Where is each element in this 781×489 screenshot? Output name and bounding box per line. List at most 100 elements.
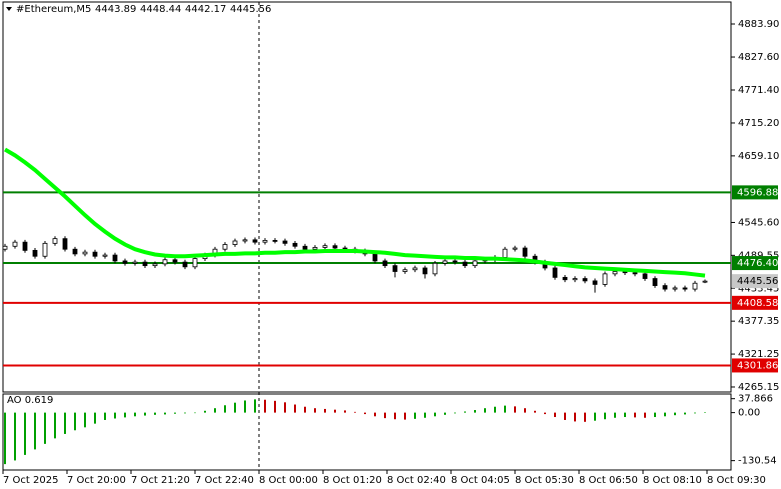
ao-bar <box>64 412 66 434</box>
y-tick-label: 4321.25 <box>738 349 779 360</box>
ao-bar <box>464 411 466 413</box>
level-tag <box>732 295 778 310</box>
ao-bar <box>344 410 346 413</box>
candle-body <box>392 265 398 272</box>
ao-bar <box>4 412 6 465</box>
x-tick-label: 7 Oct 2025 <box>3 475 58 486</box>
candle-body <box>192 258 198 268</box>
candle-body <box>132 261 138 264</box>
candle-body <box>142 261 148 267</box>
ao-bar <box>324 408 326 413</box>
candle-body <box>702 280 708 283</box>
ao-bar <box>304 406 306 413</box>
ao-bar <box>264 399 266 413</box>
candle-body <box>572 278 578 281</box>
candle-body <box>652 278 658 286</box>
ohlc-value: 4448.44 <box>140 4 181 15</box>
ao-bar <box>24 412 26 455</box>
ao-bar <box>124 412 126 418</box>
ao-bar <box>294 404 296 413</box>
ao-bar <box>614 412 616 418</box>
ao-bar <box>244 400 246 413</box>
x-tick-label: 8 Oct 06:50 <box>579 475 638 486</box>
ao-tick-label: 37.866 <box>738 394 773 405</box>
x-tick-label: 8 Oct 08:10 <box>643 475 702 486</box>
ao-panel <box>2 393 732 471</box>
ao-bar <box>164 412 166 415</box>
ao-bar <box>154 412 156 415</box>
x-tick-label: 7 Oct 21:20 <box>131 475 190 486</box>
ao-bar <box>504 405 506 413</box>
ao-bar <box>314 408 316 413</box>
candle-body <box>82 251 88 255</box>
ao-bar <box>284 402 286 413</box>
ao-bar <box>594 412 596 421</box>
candle-body <box>402 269 408 272</box>
x-tick-label: 8 Oct 00:00 <box>259 475 318 486</box>
candle-body <box>102 254 108 257</box>
ao-bar <box>394 412 396 420</box>
candle-body <box>2 245 8 250</box>
candle-body <box>382 260 388 267</box>
ao-bar <box>564 412 566 420</box>
ao-bar <box>254 399 256 413</box>
ao-bar <box>584 412 586 422</box>
ao-bar <box>684 412 686 415</box>
ao-bar <box>424 412 426 418</box>
candle-body <box>612 271 618 275</box>
ao-title: AO 0.619 <box>7 395 53 406</box>
candle-body <box>412 267 418 271</box>
candle-body <box>322 245 328 248</box>
ao-bar <box>644 412 646 418</box>
candle-body <box>162 259 168 265</box>
candle-body <box>442 260 448 264</box>
ao-bar <box>234 402 236 413</box>
candle-body <box>72 248 78 255</box>
ao-bar <box>474 410 476 413</box>
candle-body <box>112 254 118 262</box>
y-tick-label: 4715.20 <box>738 118 779 129</box>
y-tick-label: 4827.60 <box>738 52 779 63</box>
ao-bar <box>34 412 36 450</box>
ao-bar <box>574 412 576 422</box>
ao-bar <box>604 412 606 420</box>
ao-bar <box>444 412 446 415</box>
ao-tick-label: 0.00 <box>738 408 760 419</box>
ao-bar <box>664 412 666 417</box>
ao-bar <box>144 412 146 416</box>
ao-bar <box>514 406 516 413</box>
candle-body <box>22 241 28 251</box>
ao-bar <box>364 412 366 415</box>
ao-bar <box>54 412 56 439</box>
candle-body <box>552 267 558 278</box>
ao-bar <box>134 412 136 417</box>
price-panel <box>2 1 732 393</box>
ao-bar <box>274 400 276 413</box>
y-tick-label: 4545.60 <box>738 217 779 228</box>
candle-body <box>682 287 688 290</box>
candle-body <box>432 262 438 275</box>
ao-bar <box>74 412 76 431</box>
candle-body <box>672 287 678 290</box>
candle-body <box>232 240 238 245</box>
candle-body <box>502 248 508 258</box>
candle-body <box>62 238 68 250</box>
level-label: 4476.40 <box>737 258 778 269</box>
candle-body <box>582 278 588 282</box>
candle-body <box>422 267 428 275</box>
ao-bar <box>414 412 416 419</box>
current-price: 4445.56 <box>737 276 778 287</box>
level-tag <box>732 185 778 200</box>
ao-bar <box>674 412 676 416</box>
y-tick-label: 4659.10 <box>738 151 779 162</box>
moving-average <box>3 147 706 278</box>
x-tick-label: 7 Oct 20:00 <box>67 475 126 486</box>
ao-bar <box>494 406 496 413</box>
y-tick-label: 4883.90 <box>738 19 779 30</box>
candle-body <box>32 249 38 257</box>
ao-bar <box>384 412 386 419</box>
candle-body <box>592 280 598 285</box>
ao-bar <box>484 408 486 413</box>
candle-body <box>92 251 98 257</box>
